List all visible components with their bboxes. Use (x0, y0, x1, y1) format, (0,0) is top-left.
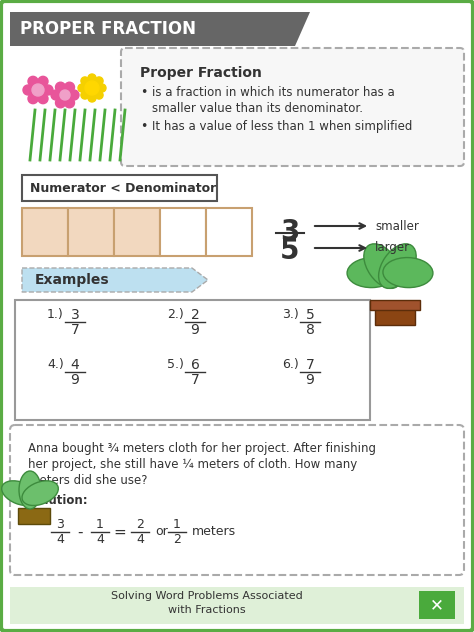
Text: 2: 2 (136, 518, 144, 531)
Circle shape (60, 90, 70, 100)
Ellipse shape (19, 471, 41, 509)
Text: smaller: smaller (375, 219, 419, 233)
Text: 7: 7 (306, 358, 314, 372)
FancyBboxPatch shape (10, 425, 464, 575)
Text: with Fractions: with Fractions (168, 605, 246, 615)
Text: 5: 5 (306, 308, 314, 322)
Circle shape (43, 85, 53, 95)
Bar (160, 208, 206, 256)
Text: =: = (114, 525, 127, 540)
Text: Solution:: Solution: (28, 494, 88, 507)
Text: 7: 7 (191, 373, 200, 387)
Text: 3: 3 (56, 518, 64, 531)
Text: 5: 5 (280, 237, 300, 265)
Circle shape (28, 94, 38, 104)
Text: 2: 2 (173, 533, 181, 546)
Polygon shape (295, 12, 310, 46)
Ellipse shape (379, 244, 416, 288)
Circle shape (69, 90, 79, 100)
Circle shape (23, 85, 33, 95)
Bar (114, 208, 160, 256)
Circle shape (78, 84, 86, 92)
Text: larger: larger (375, 241, 410, 255)
Circle shape (81, 77, 89, 85)
Text: 1: 1 (173, 518, 181, 531)
Text: 4: 4 (96, 533, 104, 546)
Bar (206, 208, 252, 256)
Circle shape (95, 77, 103, 85)
Text: 9: 9 (306, 373, 314, 387)
Text: 7: 7 (71, 323, 79, 337)
Text: -: - (77, 525, 83, 540)
Circle shape (95, 91, 103, 99)
Text: 8: 8 (306, 323, 314, 337)
Text: meters: meters (192, 525, 236, 538)
Text: 6.): 6.) (282, 358, 299, 371)
FancyBboxPatch shape (121, 48, 464, 166)
Circle shape (81, 91, 89, 99)
Bar (10, 12, 295, 46)
Text: It has a value of less than 1 when simplified: It has a value of less than 1 when simpl… (152, 120, 412, 133)
Text: meters did she use?: meters did she use? (28, 474, 147, 487)
Text: 1.): 1.) (47, 308, 64, 321)
Circle shape (98, 84, 106, 92)
Text: smaller value than its denominator.: smaller value than its denominator. (152, 102, 363, 115)
Text: 4.): 4.) (47, 358, 64, 371)
Text: •: • (140, 120, 147, 133)
Circle shape (32, 84, 44, 96)
Bar (375, 305, 415, 325)
Bar (419, 591, 455, 619)
Circle shape (64, 98, 74, 108)
Ellipse shape (364, 244, 401, 288)
Text: 2: 2 (191, 308, 200, 322)
Bar (22, 175, 217, 201)
Bar (370, 300, 420, 310)
Circle shape (28, 76, 38, 87)
Bar (15, 300, 370, 420)
Circle shape (51, 90, 61, 100)
Circle shape (85, 81, 99, 95)
Text: Anna bought ¾ meters cloth for her project. After finishing: Anna bought ¾ meters cloth for her proje… (28, 442, 376, 455)
Text: 3: 3 (280, 218, 300, 246)
Bar (22, 208, 68, 256)
Circle shape (38, 76, 48, 87)
Ellipse shape (2, 481, 38, 506)
Text: 4: 4 (56, 533, 64, 546)
Circle shape (64, 82, 74, 92)
Text: 3: 3 (71, 308, 79, 322)
Polygon shape (22, 268, 208, 292)
Text: •: • (140, 86, 147, 99)
Text: 1: 1 (96, 518, 104, 531)
Circle shape (88, 74, 96, 82)
Circle shape (38, 94, 48, 104)
Circle shape (55, 98, 65, 108)
Text: 9: 9 (71, 373, 80, 387)
Text: Solving Word Problems Associated: Solving Word Problems Associated (111, 591, 303, 601)
Text: 4: 4 (136, 533, 144, 546)
Text: PROPER FRACTION: PROPER FRACTION (20, 20, 196, 38)
Ellipse shape (347, 258, 397, 288)
Text: her project, she still have ¼ meters of cloth. How many: her project, she still have ¼ meters of … (28, 458, 357, 471)
Bar (68, 208, 114, 256)
Text: 3.): 3.) (282, 308, 299, 321)
Text: Numerator < Denominator: Numerator < Denominator (30, 181, 216, 195)
Bar (18, 508, 50, 524)
Text: 9: 9 (191, 323, 200, 337)
Text: 4: 4 (71, 358, 79, 372)
Circle shape (55, 82, 65, 92)
Ellipse shape (22, 481, 58, 506)
Text: Proper Fraction: Proper Fraction (140, 66, 262, 80)
Text: is a fraction in which its numerator has a: is a fraction in which its numerator has… (152, 86, 395, 99)
Bar (10, 587, 464, 624)
Ellipse shape (383, 258, 433, 288)
Text: or: or (155, 525, 168, 538)
Text: 5.): 5.) (167, 358, 184, 371)
Circle shape (88, 94, 96, 102)
Text: 2.): 2.) (167, 308, 184, 321)
Text: ✕: ✕ (430, 596, 444, 614)
Text: Examples: Examples (35, 273, 109, 287)
Text: 6: 6 (191, 358, 200, 372)
